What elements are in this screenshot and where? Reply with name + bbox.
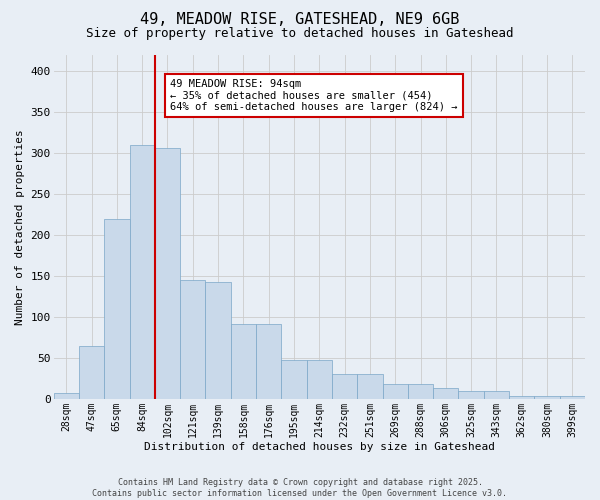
Bar — [357, 374, 383, 399]
Bar — [408, 384, 433, 399]
Bar — [231, 324, 256, 399]
Bar — [484, 390, 509, 399]
Bar — [307, 360, 332, 399]
Bar — [509, 396, 535, 399]
Text: Size of property relative to detached houses in Gateshead: Size of property relative to detached ho… — [86, 28, 514, 40]
X-axis label: Distribution of detached houses by size in Gateshead: Distribution of detached houses by size … — [144, 442, 495, 452]
Text: 49 MEADOW RISE: 94sqm
← 35% of detached houses are smaller (454)
64% of semi-det: 49 MEADOW RISE: 94sqm ← 35% of detached … — [170, 79, 458, 112]
Bar — [155, 148, 180, 399]
Bar — [535, 396, 560, 399]
Bar — [79, 346, 104, 399]
Bar — [256, 324, 281, 399]
Bar — [104, 219, 130, 399]
Bar — [130, 145, 155, 399]
Text: Contains HM Land Registry data © Crown copyright and database right 2025.
Contai: Contains HM Land Registry data © Crown c… — [92, 478, 508, 498]
Bar — [205, 282, 231, 399]
Bar — [458, 390, 484, 399]
Y-axis label: Number of detached properties: Number of detached properties — [15, 129, 25, 325]
Bar — [383, 384, 408, 399]
Bar — [281, 360, 307, 399]
Bar — [180, 280, 205, 399]
Bar — [53, 393, 79, 399]
Bar — [433, 388, 458, 399]
Text: 49, MEADOW RISE, GATESHEAD, NE9 6GB: 49, MEADOW RISE, GATESHEAD, NE9 6GB — [140, 12, 460, 28]
Bar — [332, 374, 357, 399]
Bar — [560, 396, 585, 399]
